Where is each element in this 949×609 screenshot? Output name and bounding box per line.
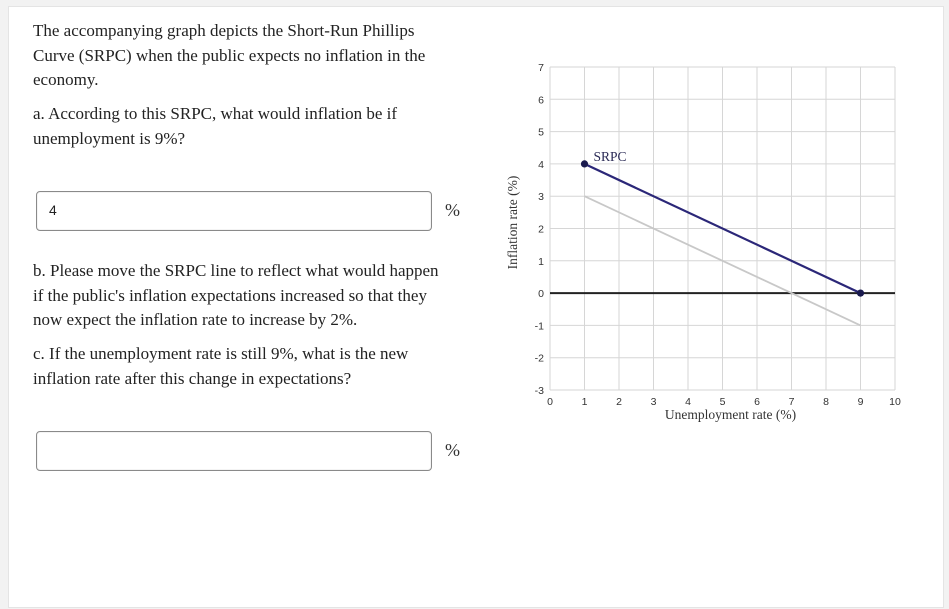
y-tick-label: 7: [538, 62, 544, 74]
x-tick-label: 10: [889, 396, 901, 408]
question-card: The accompanying graph depicts the Short…: [8, 6, 944, 608]
answer-c-input[interactable]: [36, 431, 432, 471]
x-axis-title: Unemployment rate (%): [665, 407, 796, 422]
x-tick-label: 8: [823, 396, 829, 408]
y-axis-title: Inflation rate (%): [505, 176, 520, 270]
x-tick-label: 0: [547, 396, 553, 408]
srpc-point[interactable]: [856, 289, 865, 297]
srpc-point[interactable]: [580, 160, 589, 168]
x-tick-labels: 0 1 2 3 4 5 6 7 8 9 10: [547, 396, 901, 408]
y-tick-label: -1: [535, 320, 544, 332]
original-srpc-line: [584, 195, 861, 327]
y-tick-label: 5: [538, 127, 544, 139]
question-intro: The accompanying graph depicts the Short…: [33, 21, 426, 89]
answer-a-value: 4: [49, 202, 57, 218]
x-tick-label: 7: [789, 396, 795, 408]
x-tick-label: 2: [616, 396, 622, 408]
answer-a-input[interactable]: 4: [36, 191, 432, 231]
x-tick-label: 3: [651, 396, 657, 408]
y-tick-label: 4: [538, 159, 544, 171]
question-part-c: c. If the unemployment rate is still 9%,…: [33, 344, 409, 388]
x-tick-label: 5: [720, 396, 726, 408]
srpc-label: SRPC: [594, 149, 627, 164]
y-tick-label: 6: [538, 94, 544, 106]
y-tick-label: -2: [535, 353, 544, 365]
x-tick-label: 9: [858, 396, 864, 408]
srpc-line[interactable]: [584, 162, 861, 295]
answer-a-unit: %: [445, 200, 460, 220]
y-tick-label: -3: [535, 385, 544, 397]
y-tick-label: 1: [538, 256, 544, 268]
question-part-b: b. Please move the SRPC line to reflect …: [33, 261, 439, 329]
y-tick-label: 2: [538, 224, 544, 236]
srpc-chart[interactable]: SRPC 0 1 2 3 4 5 6 7 8 9 10 -3 -2 -1 0 1 2 3 4 5 6 7 Unemplo…: [490, 50, 920, 435]
y-tick-label: 0: [538, 288, 544, 300]
x-tick-label: 1: [582, 396, 588, 408]
y-tick-label: 3: [538, 191, 544, 203]
x-tick-label: 4: [685, 396, 691, 408]
question-part-a: a. According to this SRPC, what would in…: [33, 104, 398, 148]
answer-c-unit: %: [445, 440, 460, 460]
x-tick-label: 6: [754, 396, 760, 408]
chart-series[interactable]: SRPC: [580, 149, 865, 327]
y-tick-labels: -3 -2 -1 0 1 2 3 4 5 6 7: [535, 62, 545, 397]
